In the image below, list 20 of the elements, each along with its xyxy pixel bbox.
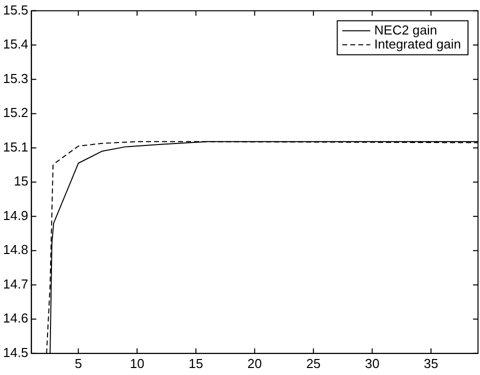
- y-tick-label: 14.9: [2, 208, 28, 223]
- x-tick-label: 15: [188, 356, 204, 371]
- x-tick-label: 10: [130, 356, 144, 371]
- x-tick-label: 25: [306, 356, 321, 371]
- x-tick-label: 20: [247, 356, 262, 371]
- y-tick-label: 14.7: [2, 276, 28, 292]
- y-tick-label: 14.8: [2, 242, 28, 258]
- x-tick-label: 5: [74, 356, 82, 371]
- y-tick-label: 15.2: [2, 105, 28, 120]
- y-tick-label: 15.1: [2, 139, 28, 154]
- y-tick-label: 14.5: [2, 344, 28, 360]
- x-tick-label: 35: [424, 356, 438, 371]
- legend-label: NEC2 gain: [374, 22, 438, 38]
- y-tick-label: 14.6: [2, 310, 28, 326]
- y-tick-label: 15: [14, 174, 28, 189]
- y-tick-label: 15.5: [2, 2, 28, 18]
- y-tick-label: 15.3: [2, 70, 28, 86]
- x-tick-label: 30: [364, 356, 380, 371]
- legend-label: Integrated gain: [374, 36, 461, 52]
- y-tick-label: 15.4: [2, 36, 28, 52]
